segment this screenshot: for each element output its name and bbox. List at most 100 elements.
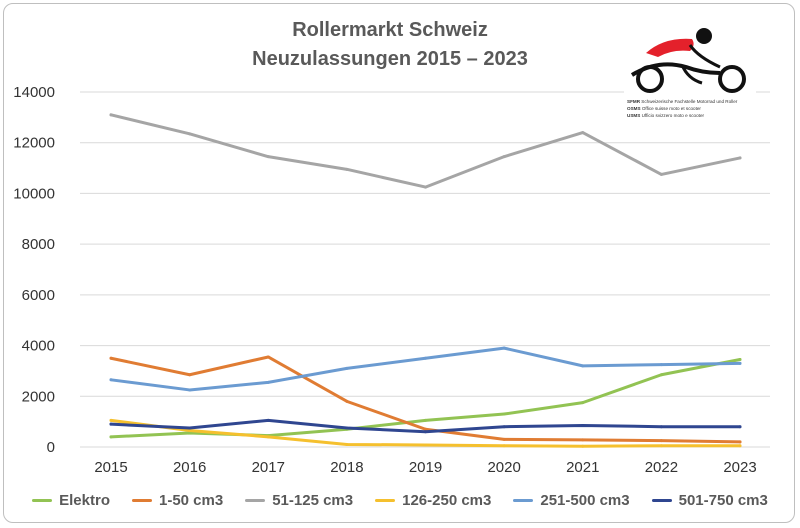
x-tick-label: 2018 (330, 459, 363, 476)
data-point (424, 185, 427, 189)
y-tick-label: 6000 (22, 287, 55, 304)
y-tick-label: 10000 (13, 185, 55, 202)
data-point (659, 363, 663, 367)
series-line-2 (109, 113, 742, 189)
y-tick-label: 12000 (13, 135, 55, 152)
data-point (581, 401, 585, 405)
logo-line-1: SFMR Schweizerische Fachstelle Motorrad … (627, 99, 738, 104)
x-tick-label: 2017 (252, 459, 285, 476)
legend-swatch (651, 499, 672, 502)
data-point (738, 361, 742, 365)
y-axis-ticks: 0 2000 4000 6000 8000 10000 12000 14000 (13, 84, 55, 456)
data-point (109, 422, 113, 426)
legend-swatch (32, 499, 53, 502)
chart-subtitle: Neuzulassungen 2015 – 2023 (252, 48, 528, 70)
x-tick-label: 2021 (566, 459, 599, 476)
x-tick-label: 2023 (723, 459, 756, 476)
data-point (502, 444, 506, 448)
data-point (738, 444, 742, 448)
legend-label: 126-250 cm3 (402, 492, 492, 509)
logo-line-2: OSMS Office suisse moto et scooter (627, 106, 701, 111)
data-point (581, 131, 585, 135)
data-point (266, 435, 270, 439)
data-point (109, 418, 113, 422)
legend-item: Elektro (32, 492, 110, 509)
legend-label: Elektro (59, 492, 110, 509)
data-point (424, 418, 427, 422)
data-point (502, 155, 506, 159)
data-point (266, 418, 270, 422)
x-tick-label: 2019 (409, 459, 442, 476)
y-tick-label: 8000 (22, 236, 55, 253)
data-point (424, 427, 427, 431)
data-point (345, 442, 349, 446)
data-point (109, 356, 113, 360)
chart-legend: Elektro 1-50 cm3 51-125 cm3 126-250 cm3 251-… (0, 492, 800, 509)
data-point (659, 172, 663, 176)
series-line-4 (109, 346, 742, 392)
x-tick-label: 2020 (487, 459, 520, 476)
data-point (738, 425, 742, 429)
data-point (109, 113, 113, 117)
legend-swatch (375, 499, 396, 502)
data-point (659, 425, 663, 429)
data-point (345, 426, 349, 430)
data-point (738, 358, 742, 362)
data-point (659, 373, 663, 377)
data-point (659, 444, 663, 448)
legend-item: 51-125 cm3 (245, 492, 353, 509)
logo-line-3: USMS Ufficio svizzero moto e scooter (627, 113, 705, 118)
data-point (581, 423, 585, 427)
data-point (659, 439, 663, 443)
y-tick-label: 4000 (22, 338, 55, 355)
x-tick-label: 2022 (645, 459, 678, 476)
data-point (581, 444, 585, 448)
data-point (188, 132, 192, 136)
sfmr-logo (624, 23, 756, 123)
data-point (424, 443, 427, 447)
data-point (424, 430, 427, 434)
x-tick-label: 2015 (94, 459, 127, 476)
series-lines (109, 113, 742, 448)
data-point (266, 380, 270, 384)
gridlines (80, 91, 770, 448)
data-point (345, 366, 349, 370)
legend-label: 51-125 cm3 (272, 492, 354, 509)
y-tick-label: 2000 (22, 388, 55, 405)
data-point (109, 378, 113, 382)
data-point (188, 373, 192, 377)
data-point (188, 429, 192, 433)
legend-label: 501-750 cm3 (678, 492, 768, 509)
y-tick-label: 0 (47, 439, 55, 456)
legend-swatch (513, 499, 534, 502)
data-point (109, 435, 113, 439)
legend-item: 251-500 cm3 (513, 492, 630, 509)
data-point (502, 437, 506, 441)
data-point (581, 438, 585, 442)
legend-item: 126-250 cm3 (375, 492, 491, 509)
x-tick-label: 2016 (173, 459, 206, 476)
data-point (502, 425, 506, 429)
data-point (738, 440, 742, 444)
legend-label: 1-50 cm3 (158, 492, 224, 509)
legend-item: 1-50 cm3 (131, 492, 224, 509)
legend-label: 251-500 cm3 (540, 492, 630, 509)
data-point (345, 167, 349, 171)
legend-swatch (245, 499, 266, 502)
data-point (345, 399, 349, 403)
data-point (424, 356, 427, 360)
data-point (266, 155, 270, 159)
legend-item: 501-750 cm3 (651, 492, 768, 509)
motorbike-logo-icon (630, 28, 746, 93)
data-point (502, 412, 506, 416)
data-point (581, 364, 585, 368)
data-point (188, 431, 192, 435)
data-point (738, 156, 742, 160)
data-point (266, 355, 270, 359)
data-point (502, 346, 506, 350)
data-point (188, 388, 192, 392)
data-point (188, 426, 192, 430)
x-axis-ticks: 2015 2016 2017 2018 2019 2020 2021 2022 2023 (94, 459, 756, 476)
y-tick-label: 14000 (13, 84, 55, 101)
